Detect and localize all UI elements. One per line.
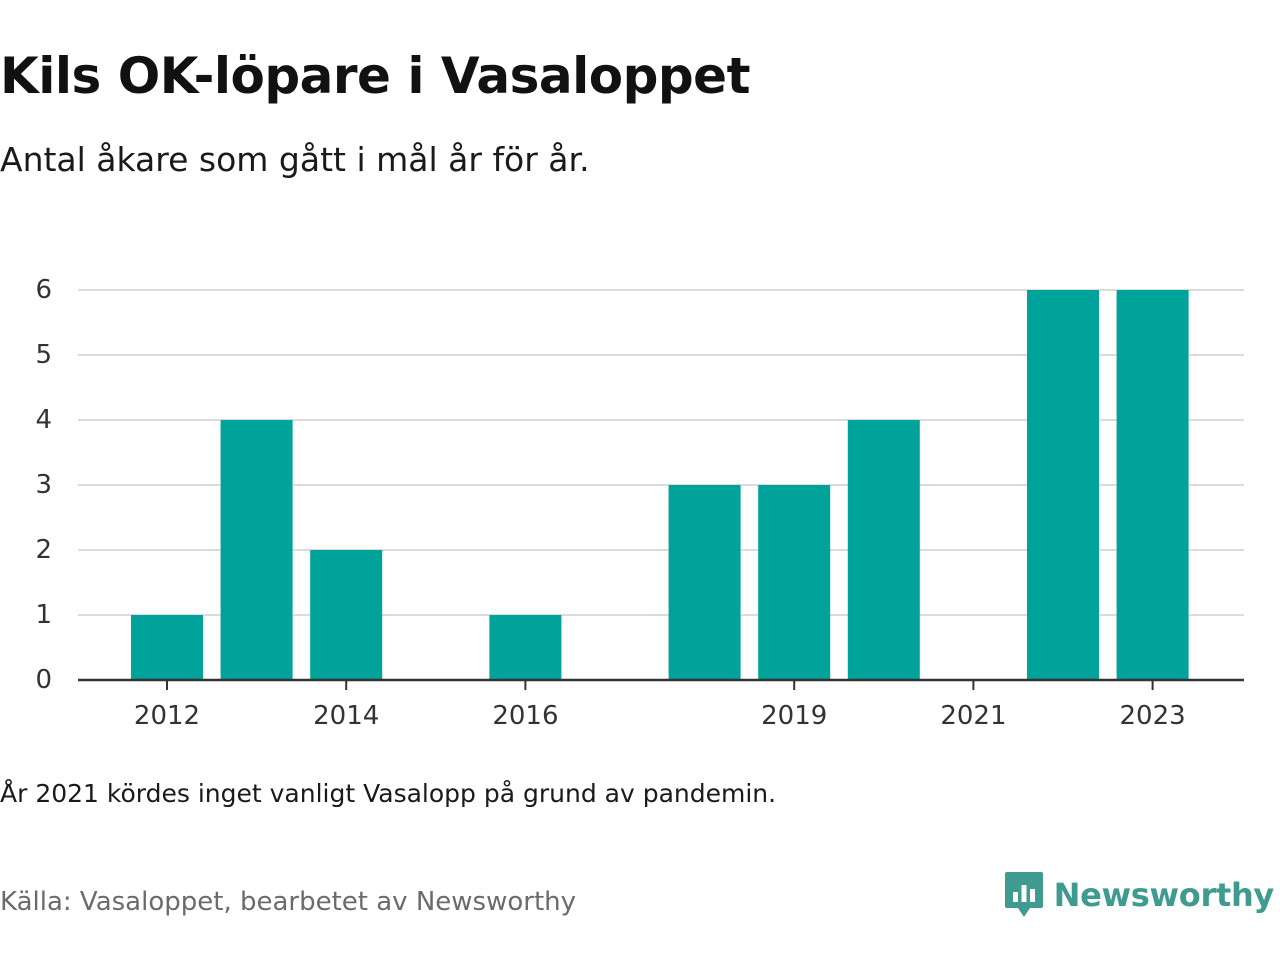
bar-2013 xyxy=(220,420,293,680)
y-tick-label: 1 xyxy=(35,600,52,630)
bar-2012 xyxy=(131,615,203,680)
brand-name: Newsworthy xyxy=(1053,876,1275,914)
x-tick-label: 2016 xyxy=(492,701,558,731)
bar-2019 xyxy=(758,485,831,680)
x-tick-label: 2012 xyxy=(134,701,200,731)
y-axis-tick-labels: 0 1 2 3 4 5 6 xyxy=(35,275,52,695)
bar-2018 xyxy=(668,485,741,680)
y-tick-label: 3 xyxy=(35,470,52,500)
x-tick-label: 2014 xyxy=(313,701,379,731)
y-tick-label: 5 xyxy=(35,340,52,370)
footnote: År 2021 kördes inget vanligt Vasalopp på… xyxy=(0,779,777,808)
bar-chart: 0 1 2 3 4 5 6 2012 2014 2016 2019 2021 2023 xyxy=(35,275,1244,731)
y-tick-label: 0 xyxy=(35,665,52,695)
newsworthy-logo: Newsworthy xyxy=(1004,870,1274,920)
newsworthy-chart-bubble-icon xyxy=(1004,872,1043,917)
y-tick-label: 4 xyxy=(35,405,52,435)
x-tick-label: 2021 xyxy=(940,701,1006,731)
bars xyxy=(131,290,1189,680)
source-credit: Källa: Vasaloppet, bearbetet av Newswort… xyxy=(0,887,576,917)
bar-2020 xyxy=(847,420,920,680)
bar-2014 xyxy=(310,550,383,680)
x-axis-ticks: 2012 2014 2016 2019 2021 2023 xyxy=(134,680,1186,731)
y-tick-label: 2 xyxy=(35,535,52,565)
x-tick-label: 2023 xyxy=(1120,701,1186,731)
bar-2022 xyxy=(1027,290,1099,680)
x-tick-label: 2019 xyxy=(761,701,827,731)
chart-subtitle: Antal åkare som gått i mål år för år. xyxy=(0,140,590,179)
bar-2023 xyxy=(1116,290,1189,680)
bar-2016 xyxy=(489,615,562,680)
chart-title: Kils OK-löpare i Vasaloppet xyxy=(0,47,750,105)
y-tick-label: 6 xyxy=(35,275,52,305)
